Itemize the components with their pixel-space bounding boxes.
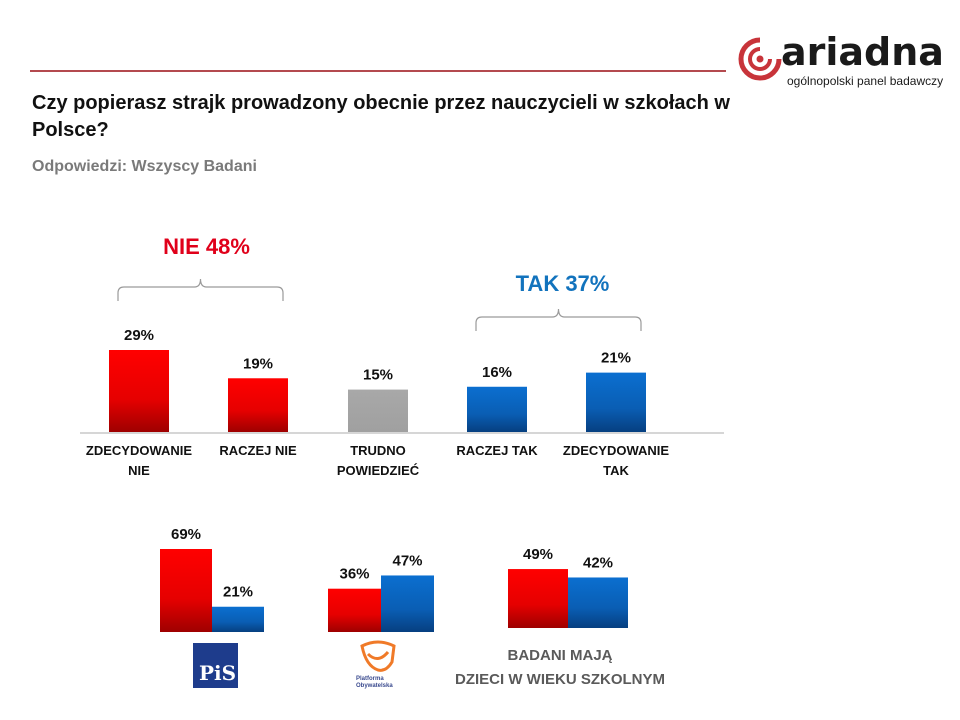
category-label: NIE — [128, 463, 150, 478]
kids-segment-label: BADANI MAJĄ DZIECI W WIEKU SZKOLNYM — [450, 644, 670, 692]
value-label: 19% — [243, 355, 273, 372]
group-label: TAK 37% — [516, 271, 610, 296]
category-label: ZDECYDOWANIE — [86, 443, 193, 458]
category-label: TRUDNO — [350, 443, 406, 458]
category-label: POWIEDZIEĆ — [337, 463, 420, 478]
category-label: RACZEJ TAK — [456, 443, 538, 458]
ariadna-spiral-icon — [738, 37, 782, 81]
value-label: 16% — [482, 364, 512, 381]
category-label: TAK — [603, 463, 629, 478]
pis-logo: PiS — [193, 643, 238, 688]
po-logo: Platforma Obywatelska — [350, 640, 410, 695]
segment-bar-2-1 — [568, 577, 628, 628]
po-logo-text: Platforma Obywatelska — [356, 676, 393, 689]
bar-2 — [348, 389, 408, 432]
value-label: 29% — [124, 327, 154, 344]
segment-bar-chart: 69% 21% 36% 47% 49% 42% — [160, 526, 628, 632]
po-heart-icon — [360, 640, 396, 672]
main-bar-chart: 29% ZDECYDOWANIE NIE 19% RACZEJ NIE 15% TRUDNO… — [80, 234, 724, 478]
category-label: RACZEJ NIE — [219, 443, 297, 458]
pis-logo-text: PiS — [199, 661, 237, 685]
segment-value-label: 36% — [339, 566, 369, 583]
bar-1 — [228, 378, 288, 432]
brand-tagline: ogólnopolski panel badawczy — [787, 74, 944, 88]
group-brace — [117, 278, 284, 301]
segment-bar-0-0 — [160, 549, 212, 632]
bar-0 — [109, 350, 169, 432]
segment-bar-2-0 — [508, 569, 568, 628]
kids-label-line1: BADANI MAJĄ — [507, 647, 613, 664]
segment-value-label: 21% — [223, 584, 253, 601]
header-divider — [30, 70, 726, 72]
respondents-subtitle: Odpowiedzi: Wszyscy Badani — [32, 158, 257, 175]
segment-value-label: 49% — [523, 546, 553, 563]
segment-value-label: 47% — [392, 552, 422, 569]
value-label: 21% — [601, 350, 631, 367]
ariadna-logo: ariadna ogólnopolski panel badawczy — [735, 30, 950, 94]
kids-label-line2: DZIECI W WIEKU SZKOLNYM — [455, 671, 665, 688]
bar-4 — [586, 372, 646, 432]
segment-bar-0-1 — [212, 606, 264, 632]
category-label: ZDECYDOWANIE — [563, 443, 670, 458]
segment-value-label: 42% — [583, 554, 613, 571]
segment-value-label: 69% — [171, 526, 201, 543]
segment-bar-1-1 — [381, 575, 434, 632]
brand-name: ariadna — [781, 30, 944, 74]
group-brace — [475, 308, 642, 331]
bar-3 — [467, 386, 527, 432]
segment-bar-1-0 — [328, 588, 381, 632]
group-label: NIE 48% — [163, 234, 250, 259]
value-label: 15% — [363, 367, 393, 384]
question-title: Czy popierasz strajk prowadzony obecnie … — [32, 92, 730, 141]
